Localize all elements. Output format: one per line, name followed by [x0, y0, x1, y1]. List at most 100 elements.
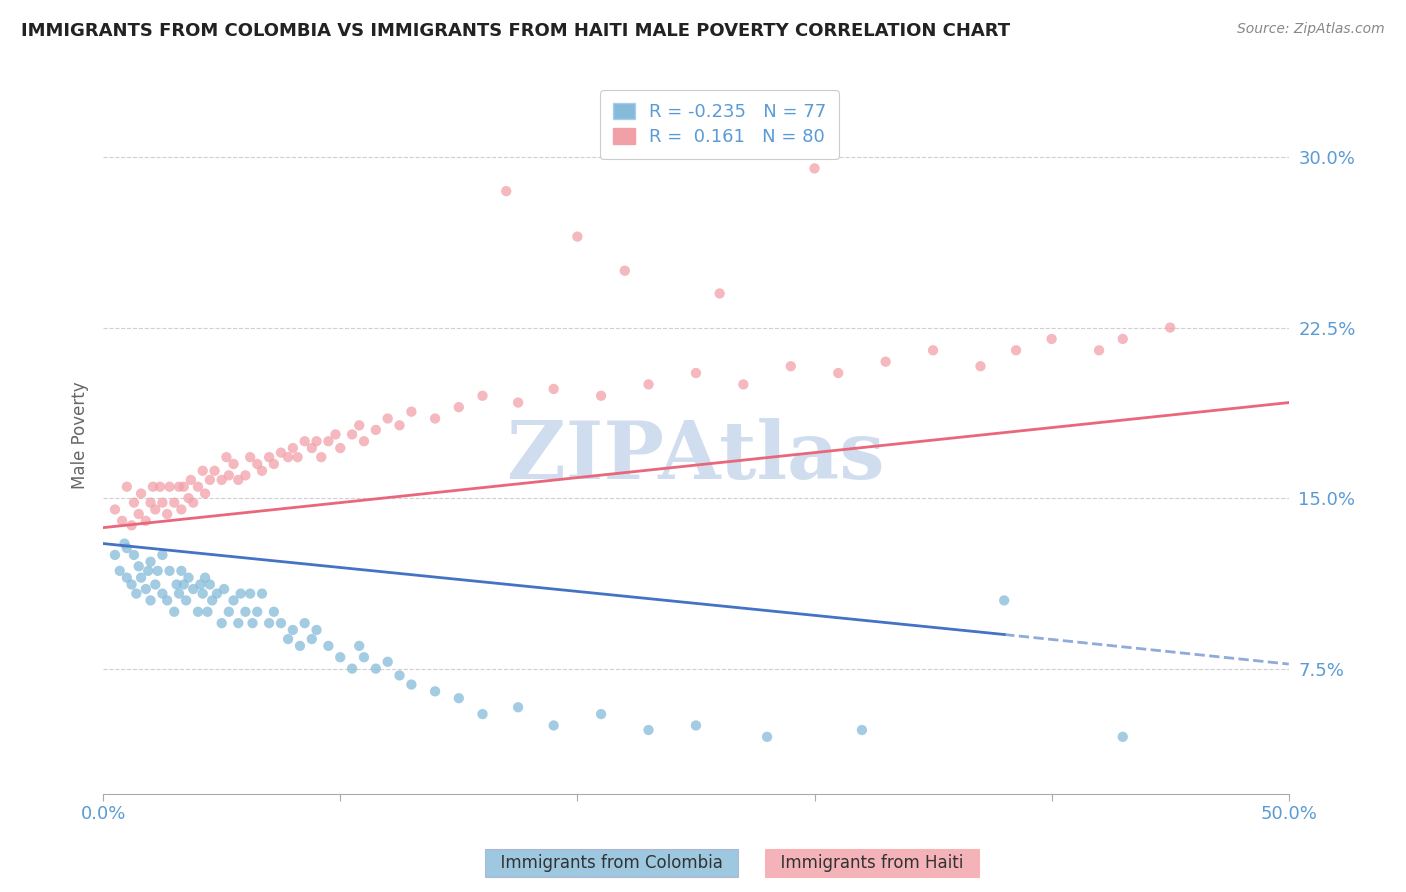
Point — [129, 571, 152, 585]
Point — [205, 586, 228, 600]
Point — [222, 457, 245, 471]
Point — [235, 468, 257, 483]
Point — [139, 495, 162, 509]
Point — [139, 593, 162, 607]
Point — [270, 616, 292, 631]
Point — [733, 377, 755, 392]
Point — [447, 691, 470, 706]
Point — [567, 229, 589, 244]
Point — [246, 605, 269, 619]
Point — [173, 480, 195, 494]
Point — [174, 593, 197, 607]
Point — [447, 400, 470, 414]
Point — [125, 586, 148, 600]
Point — [875, 354, 897, 368]
Point — [188, 577, 211, 591]
Point — [104, 502, 127, 516]
Point — [325, 427, 347, 442]
Point — [353, 434, 375, 449]
Point — [198, 577, 221, 591]
Point — [756, 730, 779, 744]
Point — [347, 418, 370, 433]
Point — [388, 418, 411, 433]
Point — [851, 723, 873, 737]
Point — [506, 700, 529, 714]
Point — [993, 593, 1015, 607]
Point — [1088, 343, 1111, 358]
Point — [115, 480, 138, 494]
Point — [294, 434, 316, 449]
Point — [173, 577, 195, 591]
Point — [353, 650, 375, 665]
Point — [114, 536, 136, 550]
Point — [613, 263, 636, 277]
Point — [246, 457, 269, 471]
Point — [340, 662, 363, 676]
Point — [1040, 332, 1063, 346]
Point — [543, 718, 565, 732]
Point — [281, 441, 304, 455]
Point — [1112, 730, 1135, 744]
Point — [163, 495, 186, 509]
Point — [166, 577, 188, 591]
Point — [191, 464, 214, 478]
Point — [146, 564, 169, 578]
Point — [211, 616, 233, 631]
Point — [152, 548, 174, 562]
Point — [181, 495, 204, 509]
Point — [170, 502, 193, 516]
Point — [685, 366, 707, 380]
Point — [163, 605, 186, 619]
Point — [257, 450, 280, 465]
Point — [197, 605, 219, 619]
Point — [135, 514, 157, 528]
Point — [139, 555, 162, 569]
Point — [156, 507, 179, 521]
Point — [495, 184, 517, 198]
Point — [226, 616, 249, 631]
Legend: R = -0.235   N = 77, R =  0.161   N = 80: R = -0.235 N = 77, R = 0.161 N = 80 — [600, 90, 839, 159]
Point — [318, 639, 340, 653]
Point — [143, 502, 166, 516]
Point — [543, 382, 565, 396]
Point — [277, 450, 299, 465]
Point — [235, 605, 257, 619]
Point — [201, 593, 224, 607]
Point — [239, 450, 262, 465]
Point — [194, 486, 217, 500]
Point — [277, 632, 299, 646]
Point — [218, 468, 240, 483]
Text: ZIPAtlas: ZIPAtlas — [508, 418, 884, 496]
Text: Source: ZipAtlas.com: Source: ZipAtlas.com — [1237, 22, 1385, 37]
Point — [377, 411, 399, 425]
Point — [471, 707, 494, 722]
Point — [922, 343, 945, 358]
Point — [121, 518, 143, 533]
Point — [111, 514, 134, 528]
Point — [177, 491, 200, 505]
Y-axis label: Male Poverty: Male Poverty — [72, 382, 89, 490]
Point — [685, 718, 707, 732]
Point — [637, 723, 659, 737]
Text: Immigrants from Haiti: Immigrants from Haiti — [769, 855, 974, 872]
Point — [121, 577, 143, 591]
Point — [128, 559, 150, 574]
Point — [377, 655, 399, 669]
Point — [128, 507, 150, 521]
Text: Immigrants from Colombia: Immigrants from Colombia — [489, 855, 734, 872]
Point — [827, 366, 849, 380]
Point — [329, 441, 352, 455]
Point — [423, 411, 446, 425]
Point — [129, 486, 152, 500]
Point — [159, 480, 181, 494]
Point — [471, 389, 494, 403]
Point — [167, 480, 190, 494]
Point — [257, 616, 280, 631]
Point — [187, 480, 209, 494]
Point — [136, 564, 159, 578]
Point — [215, 450, 238, 465]
Point — [301, 632, 323, 646]
Text: IMMIGRANTS FROM COLOMBIA VS IMMIGRANTS FROM HAITI MALE POVERTY CORRELATION CHART: IMMIGRANTS FROM COLOMBIA VS IMMIGRANTS F… — [21, 22, 1011, 40]
Point — [167, 586, 190, 600]
Point — [270, 445, 292, 459]
